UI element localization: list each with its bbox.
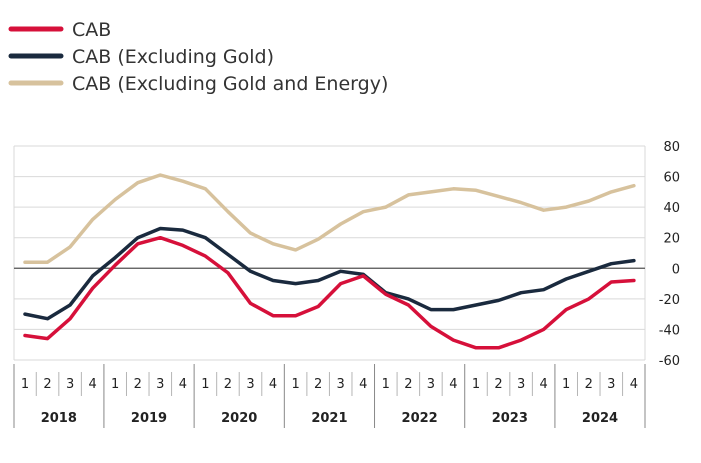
legend: CAB CAB (Excluding Gold) CAB (Excluding Go… bbox=[8, 19, 388, 95]
grid bbox=[13, 145, 646, 361]
x-tick-label: 1 bbox=[382, 377, 390, 392]
x-tick-label: 3 bbox=[607, 377, 615, 392]
x-tick-label: 4 bbox=[540, 377, 548, 392]
x-tick-label: 4 bbox=[179, 377, 187, 392]
x-tick-label: 2 bbox=[314, 377, 322, 392]
x-tick-label: 2 bbox=[224, 377, 232, 392]
legend-label-2: CAB (Excluding Gold) bbox=[72, 46, 274, 68]
x-tick-label: 2 bbox=[43, 377, 51, 392]
x-tick-label: 4 bbox=[449, 377, 457, 392]
x-year-label: 2018 bbox=[41, 411, 77, 426]
x-tick-label: 2 bbox=[585, 377, 593, 392]
x-tick-label: 3 bbox=[517, 377, 525, 392]
x-tick-label: 4 bbox=[269, 377, 277, 392]
legend-label-3: CAB (Excluding Gold and Energy) bbox=[72, 73, 388, 95]
series-lines bbox=[23, 173, 636, 350]
y-tick-label: -60 bbox=[659, 354, 680, 369]
x-tick-label: 2 bbox=[494, 377, 502, 392]
x-year-label: 2023 bbox=[492, 411, 528, 426]
x-year-label: 2022 bbox=[402, 411, 438, 426]
x-year-label: 2021 bbox=[311, 411, 347, 426]
x-tick-label: 2 bbox=[404, 377, 412, 392]
y-tick-label: 40 bbox=[663, 201, 680, 216]
x-tick-label: 3 bbox=[66, 377, 74, 392]
legend-label-1: CAB bbox=[72, 19, 111, 41]
series-line-1 bbox=[23, 235, 636, 350]
x-year-label: 2024 bbox=[582, 411, 618, 426]
series-line-3 bbox=[23, 173, 636, 264]
x-tick-label: 3 bbox=[427, 377, 435, 392]
series-line-2 bbox=[23, 226, 636, 321]
y-tick-label: -20 bbox=[659, 293, 680, 308]
x-year-label: 2020 bbox=[221, 411, 257, 426]
y-tick-label: 80 bbox=[663, 140, 680, 155]
x-year-label: 2019 bbox=[131, 411, 167, 426]
y-tick-label: 20 bbox=[663, 232, 680, 247]
x-tick-label: 4 bbox=[89, 377, 97, 392]
y-tick-label: -40 bbox=[659, 323, 680, 338]
y-tick-label: 60 bbox=[663, 171, 680, 186]
y-tick-label: 0 bbox=[672, 262, 680, 277]
x-tick-label: 3 bbox=[337, 377, 345, 392]
x-tick-label: 1 bbox=[472, 377, 480, 392]
x-tick-label: 1 bbox=[21, 377, 29, 392]
x-tick-label: 3 bbox=[156, 377, 164, 392]
x-tick-label: 1 bbox=[562, 377, 570, 392]
x-tick-label: 3 bbox=[246, 377, 254, 392]
x-tick-label: 2 bbox=[134, 377, 142, 392]
x-tick-label: 1 bbox=[201, 377, 209, 392]
x-tick-label: 1 bbox=[111, 377, 119, 392]
x-tick-label: 1 bbox=[291, 377, 299, 392]
y-axis: 80 60 40 20 0 -20 -40 -60 bbox=[659, 140, 680, 369]
x-tick-label: 4 bbox=[630, 377, 638, 392]
x-tick-label: 4 bbox=[359, 377, 367, 392]
